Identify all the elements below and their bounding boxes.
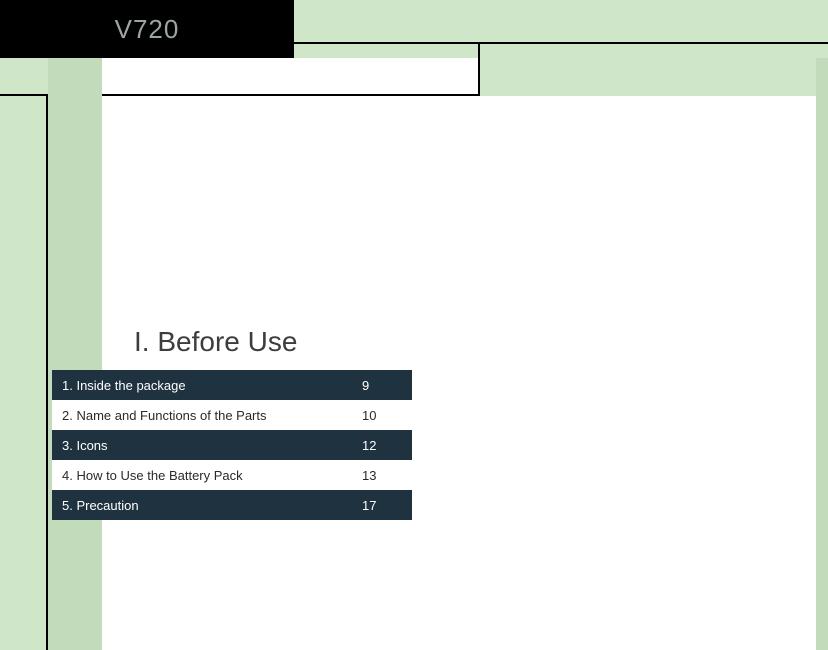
toc-label: 3. Icons	[62, 438, 362, 453]
toc-row: 5. Precaution 17	[52, 490, 412, 520]
toc-label: 4. How to Use the Battery Pack	[62, 468, 362, 483]
toc-label: 1. Inside the package	[62, 378, 362, 393]
toc-label: 5. Precaution	[62, 498, 362, 513]
toc-row: 1. Inside the package 9	[52, 370, 412, 400]
toc: 1. Inside the package 9 2. Name and Func…	[52, 370, 412, 520]
left-vline	[46, 94, 48, 650]
toc-label: 2. Name and Functions of the Parts	[62, 408, 362, 423]
left-column	[48, 58, 102, 650]
corner-rule	[478, 42, 480, 96]
top-rule	[294, 42, 828, 44]
title-bar: V720	[0, 0, 294, 58]
right-column	[816, 58, 828, 650]
model-label: V720	[115, 14, 180, 45]
section-heading: I. Before Use	[134, 326, 297, 358]
toc-page: 9	[362, 378, 412, 393]
toc-row: 4. How to Use the Battery Pack 13	[52, 460, 412, 490]
toc-page: 13	[362, 468, 412, 483]
toc-row: 2. Name and Functions of the Parts 10	[52, 400, 412, 430]
toc-page: 17	[362, 498, 412, 513]
toc-row: 3. Icons 12	[52, 430, 412, 460]
toc-page: 10	[362, 408, 412, 423]
header-gap	[102, 58, 478, 94]
toc-page: 12	[362, 438, 412, 453]
